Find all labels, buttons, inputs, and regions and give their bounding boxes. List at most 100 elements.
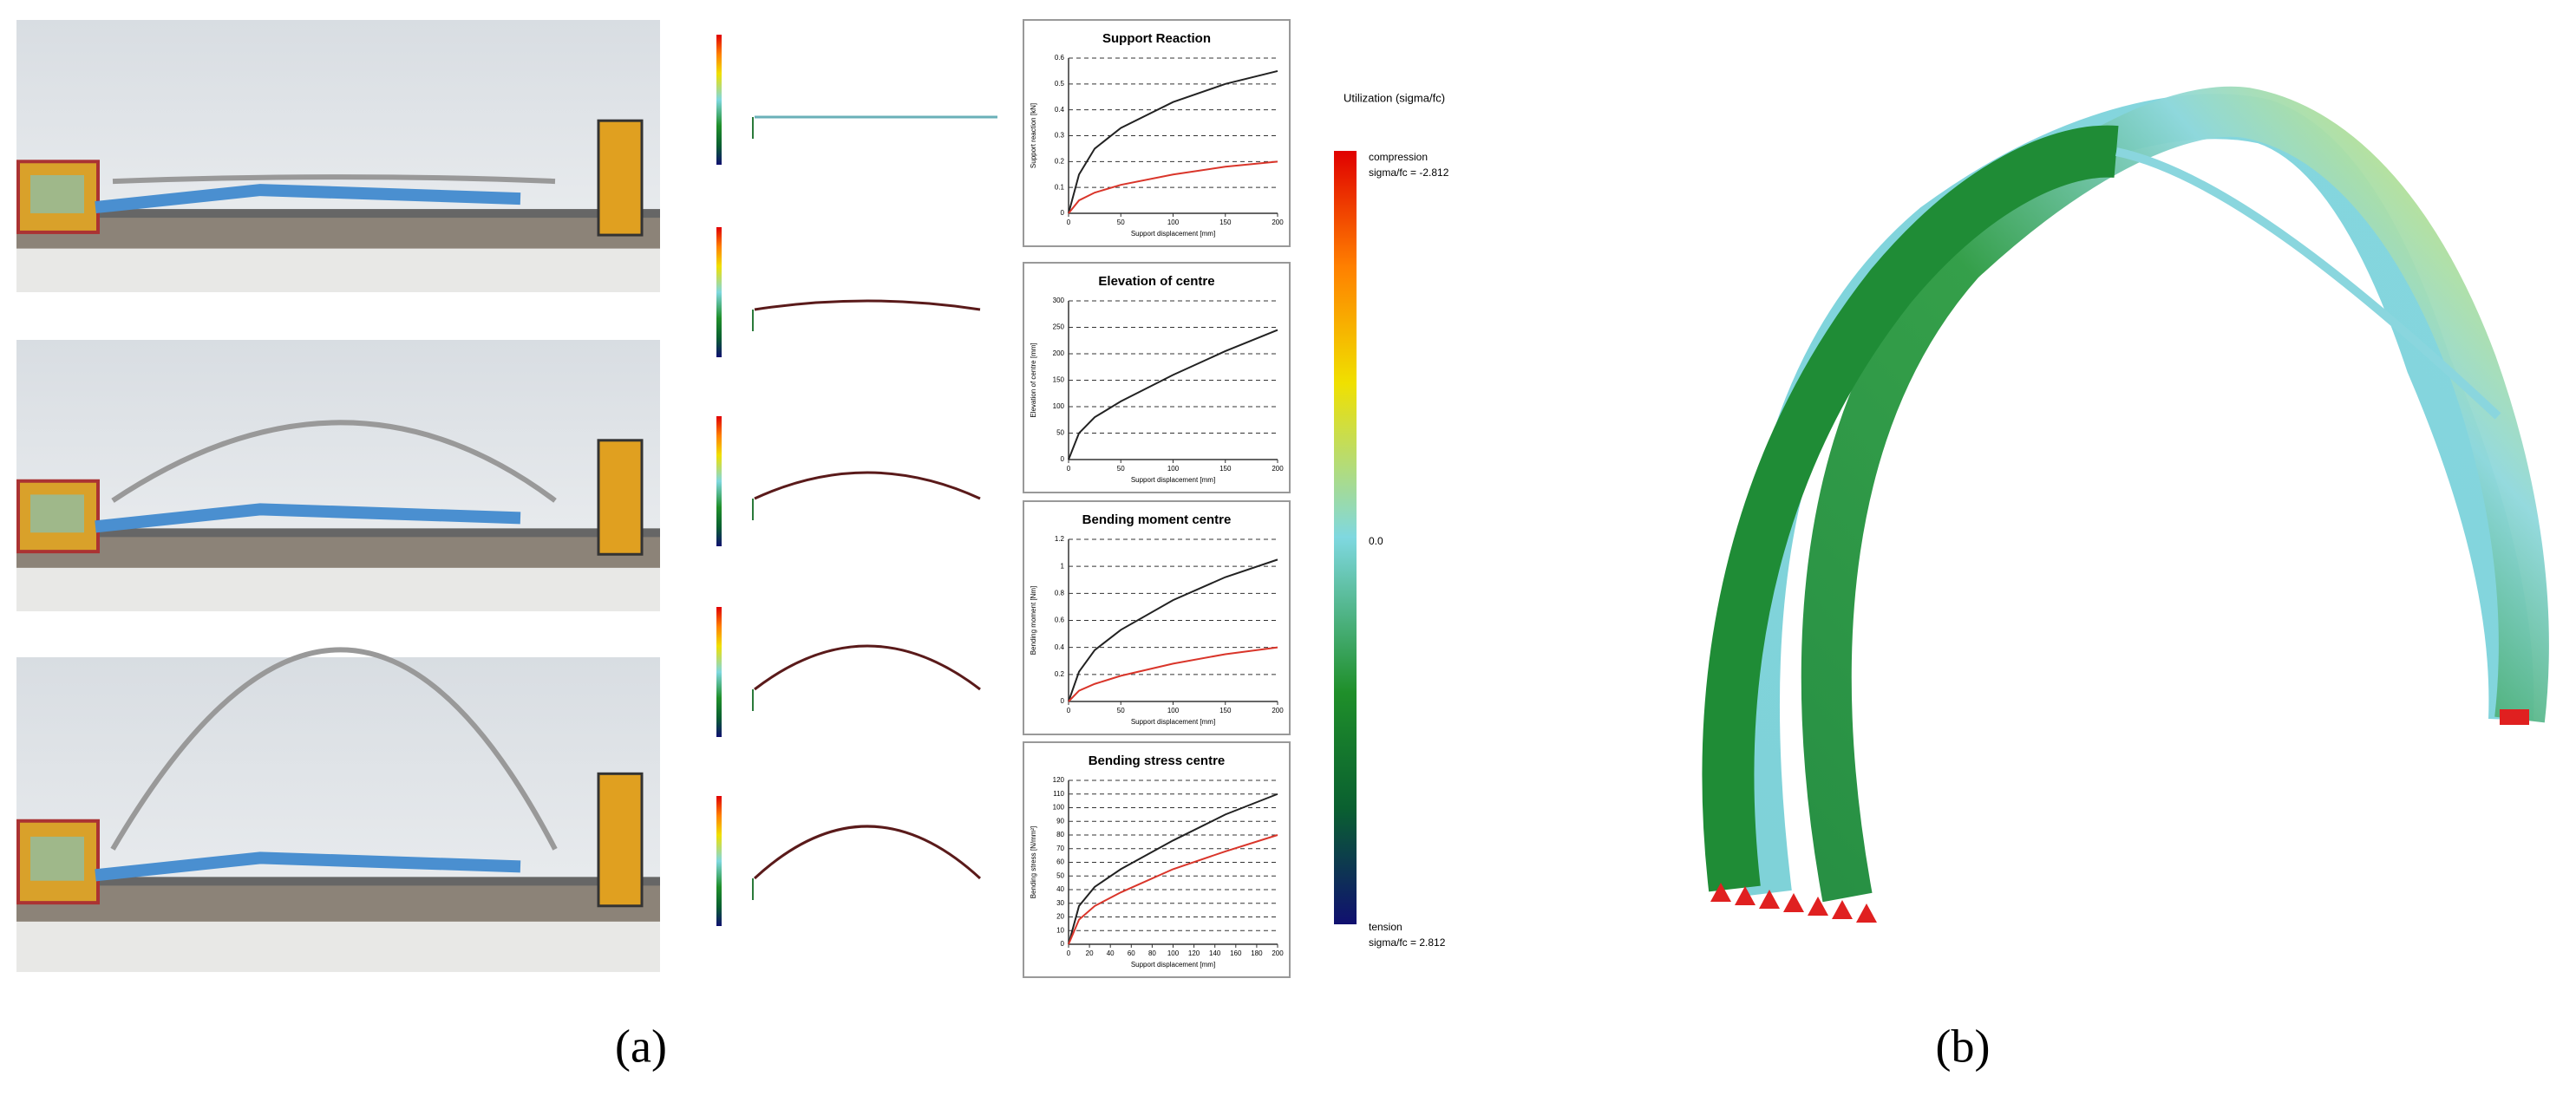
- y-tick-label: 0.2: [1055, 157, 1065, 165]
- chart-title: Bending moment centre: [1082, 512, 1232, 527]
- mini-beam: [754, 644, 981, 691]
- screen: [30, 494, 84, 533]
- mini-colorbar: [716, 796, 722, 926]
- x-tick-label: 100: [1167, 949, 1180, 957]
- x-tick-label: 200: [1272, 949, 1284, 957]
- mini-colorbar: [716, 227, 722, 357]
- legend-label: 0.0: [1369, 535, 1383, 547]
- x-tick-label: 150: [1219, 465, 1232, 473]
- legend-label: tension: [1369, 921, 1402, 933]
- table: [16, 921, 660, 972]
- mini-beam: [753, 825, 982, 880]
- x-tick-label: 200: [1272, 465, 1284, 473]
- screen: [30, 836, 84, 881]
- y-tick-label: 10: [1056, 926, 1064, 934]
- y-tick-label: 70: [1056, 845, 1064, 852]
- beam-diagram: [716, 796, 982, 926]
- x-axis-label: Support displacement [mm]: [1131, 961, 1215, 969]
- x-tick-label: 0: [1067, 219, 1071, 226]
- x-tick-label: 50: [1117, 219, 1125, 226]
- x-tick-label: 60: [1128, 949, 1135, 957]
- x-tick-label: 200: [1272, 707, 1284, 714]
- y-tick-label: 50: [1056, 871, 1064, 879]
- series-line: [1068, 558, 1278, 702]
- x-tick-label: 100: [1167, 465, 1180, 473]
- x-axis-label: Support displacement [mm]: [1131, 476, 1215, 484]
- x-tick-label: 80: [1148, 949, 1156, 957]
- y-tick-label: 0.4: [1055, 643, 1065, 651]
- mini-colorbar: [716, 607, 722, 737]
- y-tick-label: 0.8: [1055, 589, 1065, 597]
- y-tick-label: 1: [1061, 562, 1065, 570]
- y-tick-label: 100: [1053, 804, 1065, 812]
- x-tick-label: 0: [1067, 707, 1071, 714]
- y-tick-label: 0.1: [1055, 183, 1065, 191]
- x-axis-label: Support displacement [mm]: [1131, 230, 1215, 238]
- photo: [16, 647, 660, 972]
- bench: [16, 216, 660, 249]
- y-tick-label: 250: [1053, 323, 1065, 331]
- photo: [16, 20, 660, 292]
- chart-title: Support Reaction: [1102, 31, 1211, 46]
- mini-beam: [754, 471, 981, 500]
- strap: [95, 184, 521, 214]
- y-tick-label: 1.2: [1055, 535, 1065, 543]
- y-tick-label: 110: [1053, 790, 1064, 798]
- beam: [112, 174, 556, 185]
- meter: [597, 439, 644, 556]
- screen: [30, 174, 84, 213]
- x-tick-label: 50: [1117, 707, 1125, 714]
- x-tick-label: 200: [1272, 219, 1284, 226]
- y-tick-label: 50: [1056, 429, 1064, 437]
- beam-diagram: [716, 35, 997, 165]
- y-tick-label: 90: [1056, 817, 1064, 825]
- y-tick-label: 40: [1056, 885, 1064, 893]
- series-line: [1068, 329, 1278, 460]
- y-tick-label: 150: [1053, 376, 1065, 384]
- chart-title: Bending stress centre: [1089, 753, 1226, 768]
- mini-colorbar: [716, 416, 722, 546]
- y-axis-label: Bending moment [Nm]: [1030, 586, 1037, 656]
- series-line: [1068, 834, 1278, 945]
- y-tick-label: 0.5: [1055, 80, 1065, 88]
- series-line: [1068, 160, 1278, 214]
- y-axis-label: Support reaction [kN]: [1030, 103, 1037, 168]
- table: [16, 248, 660, 292]
- strap: [95, 503, 521, 533]
- photo: [16, 340, 660, 611]
- x-axis-label: Support displacement [mm]: [1131, 718, 1215, 726]
- legend-title: Utilization (sigma/fc): [1344, 91, 1445, 104]
- y-tick-label: 0.6: [1055, 54, 1065, 62]
- y-tick-label: 120: [1053, 776, 1065, 784]
- beam-diagram: [716, 607, 981, 737]
- table: [16, 567, 660, 611]
- colorbar: [1334, 151, 1357, 924]
- series-line: [1068, 646, 1278, 702]
- y-tick-label: 60: [1056, 858, 1064, 866]
- meter: [597, 772, 644, 908]
- y-axis-label: Elevation of centre [mm]: [1030, 342, 1037, 417]
- series-line: [1068, 69, 1278, 214]
- y-tick-label: 300: [1053, 297, 1065, 304]
- x-tick-label: 160: [1230, 949, 1242, 957]
- bench-top: [16, 877, 660, 886]
- mini-beam: [754, 299, 981, 311]
- x-tick-label: 0: [1067, 949, 1071, 957]
- y-tick-label: 0: [1061, 940, 1065, 948]
- caption: (a): [615, 1020, 667, 1072]
- mini-colorbar: [716, 35, 722, 165]
- y-tick-label: 200: [1053, 349, 1065, 357]
- legend-label: compression: [1369, 151, 1428, 163]
- series-line: [1068, 793, 1278, 945]
- x-tick-label: 140: [1209, 949, 1221, 957]
- y-tick-label: 0: [1061, 697, 1065, 705]
- y-tick-label: 0: [1061, 209, 1065, 217]
- beam-diagram: [716, 416, 981, 546]
- y-tick-label: 0.3: [1055, 132, 1065, 140]
- beam: [110, 647, 558, 851]
- x-tick-label: 120: [1188, 949, 1200, 957]
- legend-label: sigma/fc = 2.812: [1369, 936, 1446, 949]
- x-tick-label: 180: [1251, 949, 1263, 957]
- y-tick-label: 20: [1056, 913, 1064, 921]
